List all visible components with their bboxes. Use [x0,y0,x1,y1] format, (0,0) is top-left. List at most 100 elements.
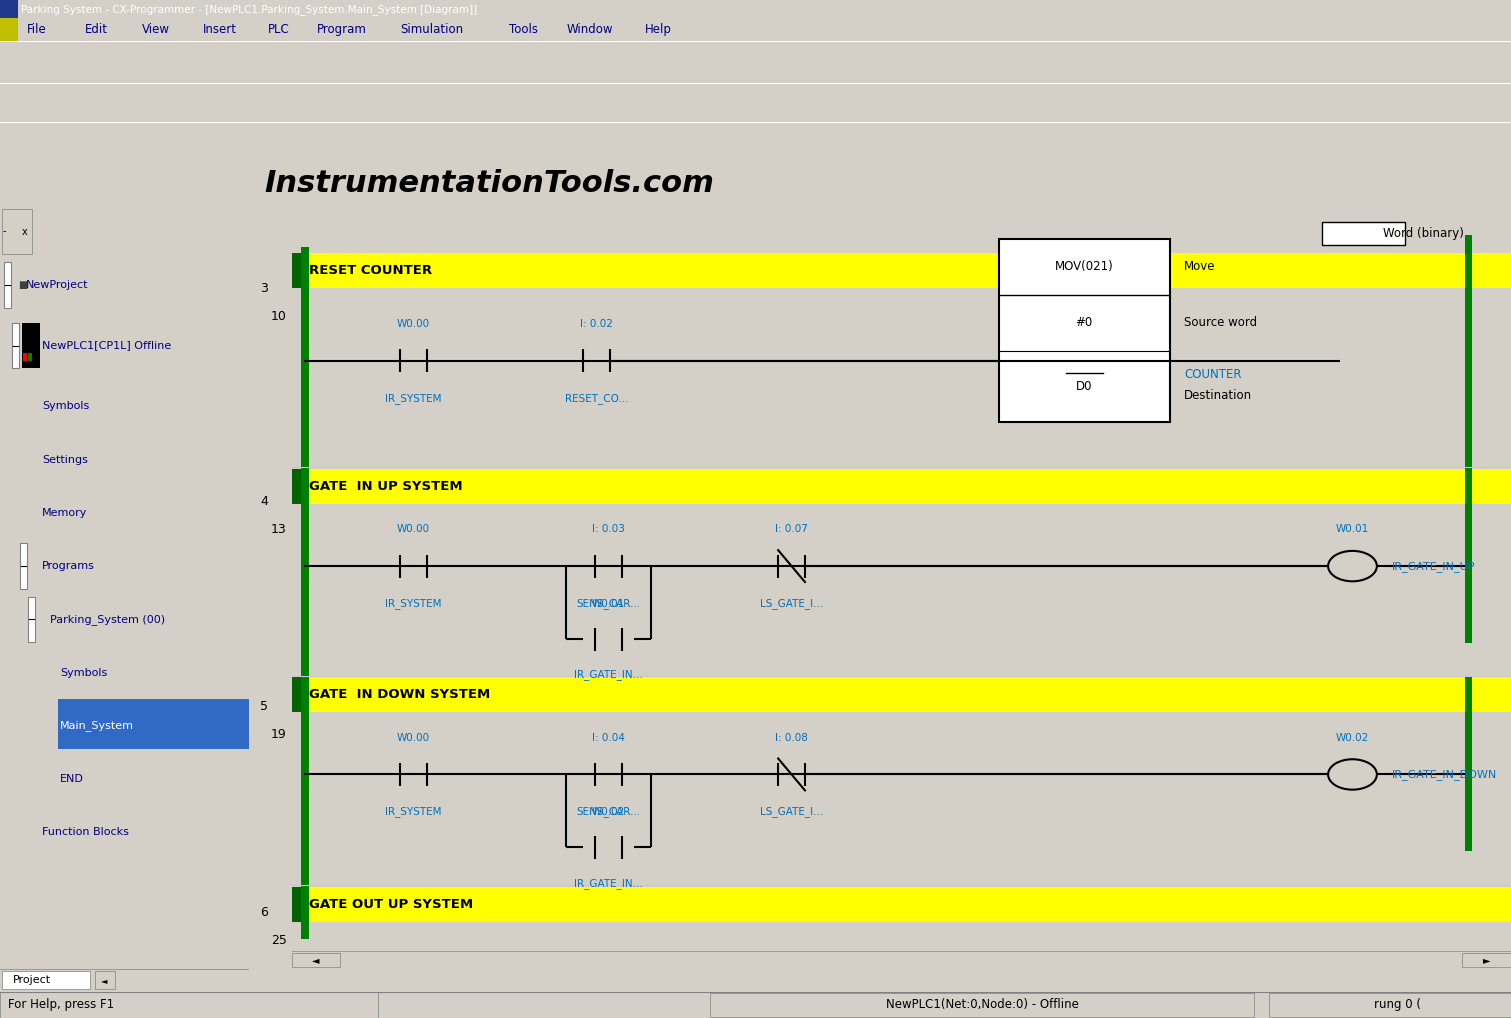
Text: END: END [60,774,83,784]
Bar [292,468,304,504]
Text: I: 0.03: I: 0.03 [592,524,626,534]
Bar [292,468,1511,504]
Text: ■: ■ [18,280,27,290]
Text: IR_GATE_IN...: IR_GATE_IN... [574,670,644,680]
Text: Window: Window [567,23,613,36]
Bar [20,544,27,589]
Text: W0.02: W0.02 [1336,733,1369,742]
Bar [1464,289,1472,467]
Text: IR_SYSTEM: IR_SYSTEM [385,598,441,609]
Bar [0,18,18,41]
Text: W0.00: W0.00 [397,524,431,534]
Bar [292,252,1511,288]
Text: InstrumentationTools.com: InstrumentationTools.com [264,169,715,197]
Bar [57,699,277,748]
Text: Settings: Settings [42,455,88,464]
Text: W0.01: W0.01 [1336,524,1369,534]
Bar [23,323,39,369]
Text: MOV(021): MOV(021) [1055,261,1114,274]
Text: IR_GATE_IN_DOWN: IR_GATE_IN_DOWN [1392,769,1497,780]
Text: GATE  IN DOWN SYSTEM: GATE IN DOWN SYSTEM [308,688,490,701]
Bar [292,887,304,922]
Text: Function Blocks: Function Blocks [42,828,128,837]
Text: IR_GATE_IN...: IR_GATE_IN... [574,878,644,889]
Text: NewPLC1[CP1L] Offline: NewPLC1[CP1L] Offline [42,341,171,350]
Bar [27,597,35,642]
Text: 5: 5 [260,700,267,714]
Bar [3,971,89,989]
Bar [1463,953,1511,967]
Text: W0.00: W0.00 [397,733,431,742]
Text: SENS_CAR...: SENS_CAR... [577,806,641,817]
Text: ◄: ◄ [101,976,107,984]
Text: COUNTER: COUNTER [1185,369,1242,382]
Text: Project: Project [12,975,50,985]
Text: -: - [3,226,6,236]
Bar [23,353,27,360]
Text: LS_GATE_I...: LS_GATE_I... [760,806,823,817]
Text: RESET_CO...: RESET_CO... [565,393,629,403]
Text: Move: Move [1185,261,1216,274]
Bar [999,239,1170,421]
Bar [27,353,32,360]
Bar [1464,467,1472,643]
Bar [292,677,304,713]
Text: Source word: Source word [1185,317,1257,329]
Text: IR_SYSTEM: IR_SYSTEM [385,393,441,403]
Text: IR_SYSTEM: IR_SYSTEM [385,806,441,817]
Text: 25: 25 [270,934,287,947]
Text: Parking_System (00): Parking_System (00) [50,614,165,625]
Bar [2,209,32,254]
Text: I: 0.08: I: 0.08 [775,733,808,742]
Text: Edit: Edit [85,23,107,36]
Text: 6: 6 [260,906,267,918]
Text: I: 0.04: I: 0.04 [592,733,626,742]
Text: 4: 4 [260,495,267,508]
Bar [0,992,378,1018]
Bar [292,677,1511,713]
Text: Destination: Destination [1185,389,1253,402]
Bar [292,953,340,967]
Bar [12,323,20,369]
Text: I: 0.07: I: 0.07 [775,524,808,534]
Text: File: File [27,23,47,36]
Bar [1269,993,1511,1017]
Text: rung 0 (: rung 0 ( [1373,999,1422,1011]
Text: 13: 13 [270,523,287,536]
Bar [5,262,11,307]
Text: NewProject: NewProject [26,280,89,290]
Text: D0: D0 [1076,380,1092,393]
Text: I: 0.02: I: 0.02 [580,319,613,329]
Text: x: x [23,226,27,236]
Text: IR_GATE_IN_UP: IR_GATE_IN_UP [1392,561,1475,571]
Text: Symbols: Symbols [42,401,89,411]
Text: Program: Program [317,23,367,36]
Bar [1464,676,1472,851]
Text: PLC: PLC [267,23,289,36]
Text: GATE OUT UP SYSTEM: GATE OUT UP SYSTEM [308,898,473,911]
Bar [292,252,304,288]
Text: W0.01: W0.01 [592,599,626,609]
Bar [292,887,1511,922]
Text: Main_System: Main_System [60,721,134,731]
Text: Insert: Insert [202,23,237,36]
Text: 19: 19 [270,729,287,741]
Bar [95,971,115,989]
Text: Tools: Tools [509,23,538,36]
Text: W0.02: W0.02 [592,807,626,817]
Text: 10: 10 [270,310,287,323]
Text: View: View [142,23,171,36]
Text: GATE  IN UP SYSTEM: GATE IN UP SYSTEM [308,479,462,493]
Bar [710,993,1254,1017]
Bar [0,0,18,18]
Text: Parking System - CX-Programmer - [NewPLC1.Parking_System.Main_System [Diagram]]: Parking System - CX-Programmer - [NewPLC… [21,4,477,14]
Text: Memory: Memory [42,508,88,518]
Text: W0.00: W0.00 [397,319,431,329]
Bar [1322,222,1405,245]
Text: NewPLC1(Net:0,Node:0) - Offline: NewPLC1(Net:0,Node:0) - Offline [885,999,1079,1011]
Text: RESET COUNTER: RESET COUNTER [308,264,432,277]
Text: Programs: Programs [42,561,95,571]
Text: LS_GATE_I...: LS_GATE_I... [760,598,823,609]
Text: 3: 3 [260,282,267,295]
Bar [301,246,308,939]
